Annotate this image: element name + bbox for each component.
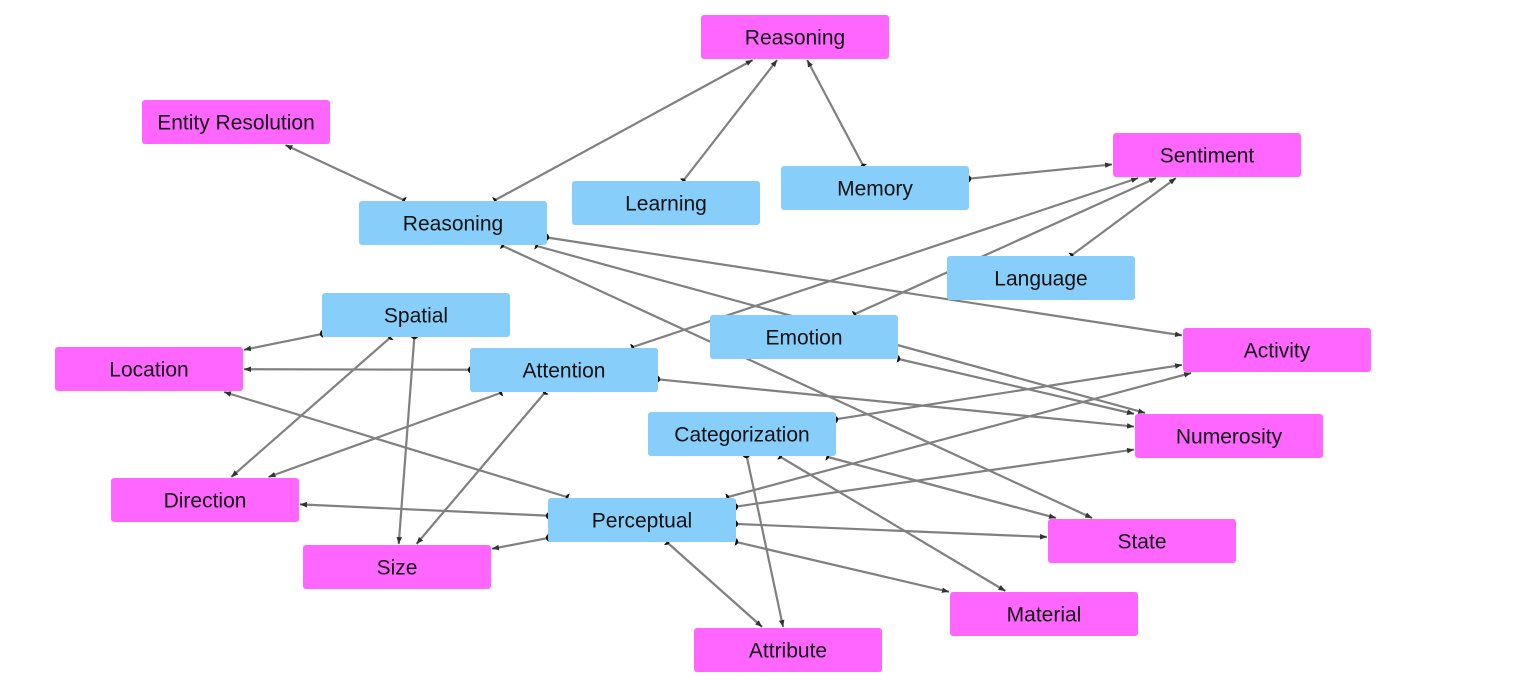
node-box bbox=[470, 348, 658, 392]
node-learning: Learning bbox=[572, 181, 760, 225]
edge-perceptual-to-location bbox=[223, 390, 570, 502]
edge-attention-to-location bbox=[243, 365, 471, 374]
node-label: State bbox=[1117, 531, 1166, 554]
edge-perceptual-to-direction bbox=[299, 501, 549, 520]
node-attribute: Attribute bbox=[694, 628, 882, 672]
edge-categorization-to-attribute bbox=[742, 454, 785, 628]
node-size: Size bbox=[303, 545, 491, 589]
node-label: Location bbox=[109, 359, 188, 382]
edge-categorization-to-activity bbox=[834, 363, 1183, 424]
node-box bbox=[303, 545, 491, 589]
node-label: Learning bbox=[625, 193, 707, 216]
node-perceptual: Perceptual bbox=[548, 498, 736, 542]
edge-perceptual-to-size bbox=[491, 533, 550, 551]
edge-attention-to-direction bbox=[268, 388, 504, 479]
node-box bbox=[781, 166, 969, 210]
node-numerosity: Numerosity bbox=[1135, 414, 1323, 458]
node-box bbox=[111, 478, 299, 522]
node-label: Numerosity bbox=[1176, 426, 1283, 449]
node-state: State bbox=[1048, 519, 1236, 563]
node-box bbox=[1183, 328, 1371, 372]
node-label: Language bbox=[994, 268, 1087, 291]
node-label: Material bbox=[1007, 604, 1082, 627]
node-box bbox=[322, 293, 510, 337]
edge-memory-to-reasoning-top bbox=[806, 59, 868, 169]
node-box bbox=[1135, 414, 1323, 458]
node-box bbox=[701, 15, 889, 59]
edge-perceptual-to-attribute bbox=[663, 538, 763, 628]
node-box bbox=[1048, 519, 1236, 563]
edge-reasoning-to-reasoning-top bbox=[491, 59, 754, 205]
node-label: Sentiment bbox=[1160, 145, 1255, 168]
node-label: Spatial bbox=[384, 305, 448, 328]
nodes-layer: Reasoning Entity Resolution Sentiment Activ… bbox=[55, 15, 1371, 672]
node-spatial: Spatial bbox=[322, 293, 510, 337]
node-direction: Direction bbox=[111, 478, 299, 522]
node-emotion: Emotion bbox=[710, 315, 898, 359]
node-box bbox=[950, 592, 1138, 636]
edge-reasoning-to-entity-resolution bbox=[284, 144, 407, 205]
edge-perceptual-to-material bbox=[734, 537, 950, 593]
node-label: Memory bbox=[837, 178, 913, 201]
node-reasoning-top: Reasoning bbox=[701, 15, 889, 59]
node-label: Size bbox=[377, 557, 418, 580]
node-box bbox=[947, 256, 1135, 300]
node-reasoning: Reasoning bbox=[359, 201, 547, 245]
node-sentiment: Sentiment bbox=[1113, 133, 1301, 177]
node-box bbox=[55, 347, 243, 391]
edge-perceptual-to-state bbox=[735, 519, 1048, 540]
node-box bbox=[710, 315, 898, 359]
node-label: Reasoning bbox=[403, 213, 503, 236]
edge-learning-to-reasoning-top bbox=[679, 59, 778, 184]
node-box bbox=[142, 100, 330, 144]
node-location: Location bbox=[55, 347, 243, 391]
edge-perceptual-to-numerosity bbox=[734, 447, 1135, 511]
edge-memory-to-sentiment bbox=[968, 162, 1113, 183]
node-categorization: Categorization bbox=[648, 412, 836, 456]
edges-layer bbox=[223, 59, 1192, 628]
edge-spatial-to-location bbox=[243, 329, 324, 352]
edge-spatial-to-direction bbox=[230, 333, 394, 478]
node-box bbox=[694, 628, 882, 672]
node-box bbox=[572, 181, 760, 225]
node-label: Activity bbox=[1244, 340, 1311, 363]
node-entity-resolution: Entity Resolution bbox=[142, 100, 330, 144]
node-activity: Activity bbox=[1183, 328, 1371, 372]
node-language: Language bbox=[947, 256, 1135, 300]
node-memory: Memory bbox=[781, 166, 969, 210]
node-label: Attention bbox=[523, 360, 606, 383]
edge-categorization-to-material bbox=[777, 452, 1006, 592]
node-label: Categorization bbox=[674, 424, 809, 447]
node-label: Perceptual bbox=[592, 510, 692, 533]
node-label: Emotion bbox=[765, 327, 842, 350]
node-label: Direction bbox=[164, 490, 247, 513]
node-box bbox=[1113, 133, 1301, 177]
node-box bbox=[359, 201, 547, 245]
edge-language-to-sentiment bbox=[1068, 177, 1177, 260]
node-box bbox=[648, 412, 836, 456]
node-box bbox=[548, 498, 736, 542]
node-label: Attribute bbox=[749, 640, 827, 663]
node-label: Entity Resolution bbox=[157, 112, 315, 135]
node-label: Reasoning bbox=[745, 27, 845, 50]
node-material: Material bbox=[950, 592, 1138, 636]
node-attention: Attention bbox=[470, 348, 658, 392]
